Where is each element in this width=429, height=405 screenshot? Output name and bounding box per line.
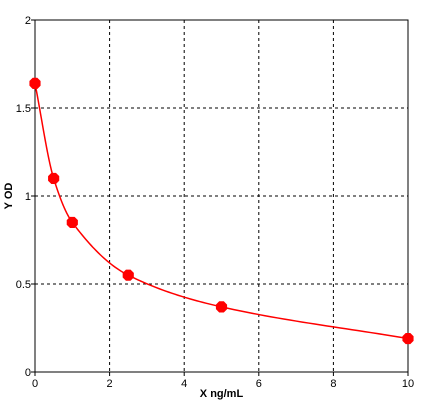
data-point xyxy=(122,269,134,281)
data-point xyxy=(402,332,414,345)
x-tick-label: 2 xyxy=(107,378,113,390)
y-tick-labels: 0 0.5 1 1.5 2 xyxy=(16,15,31,379)
y-tick-label: 1 xyxy=(25,191,31,203)
data-point xyxy=(66,216,78,228)
x-tick-label: 8 xyxy=(330,378,336,390)
y-tick-label: 0 xyxy=(25,367,31,379)
data-point xyxy=(215,301,228,313)
y-axis-title: Y OD xyxy=(3,183,15,210)
axis-ticks xyxy=(31,19,409,376)
data-points xyxy=(29,77,414,345)
x-axis-title: X ng/mL xyxy=(200,388,244,400)
x-tick-label: 10 xyxy=(402,378,414,390)
y-tick-label: 1.5 xyxy=(16,103,31,115)
x-tick-label: 6 xyxy=(256,378,262,390)
x-tick-label: 4 xyxy=(181,378,187,390)
data-point xyxy=(29,77,41,89)
data-point xyxy=(48,172,60,184)
grid-lines xyxy=(35,20,408,372)
x-tick-labels: 0 2 4 6 8 10 xyxy=(32,378,414,390)
x-tick-label: 0 xyxy=(32,378,38,390)
y-tick-label: 0.5 xyxy=(16,279,31,291)
y-tick-label: 2 xyxy=(25,15,31,27)
fit-curve xyxy=(34,83,409,340)
